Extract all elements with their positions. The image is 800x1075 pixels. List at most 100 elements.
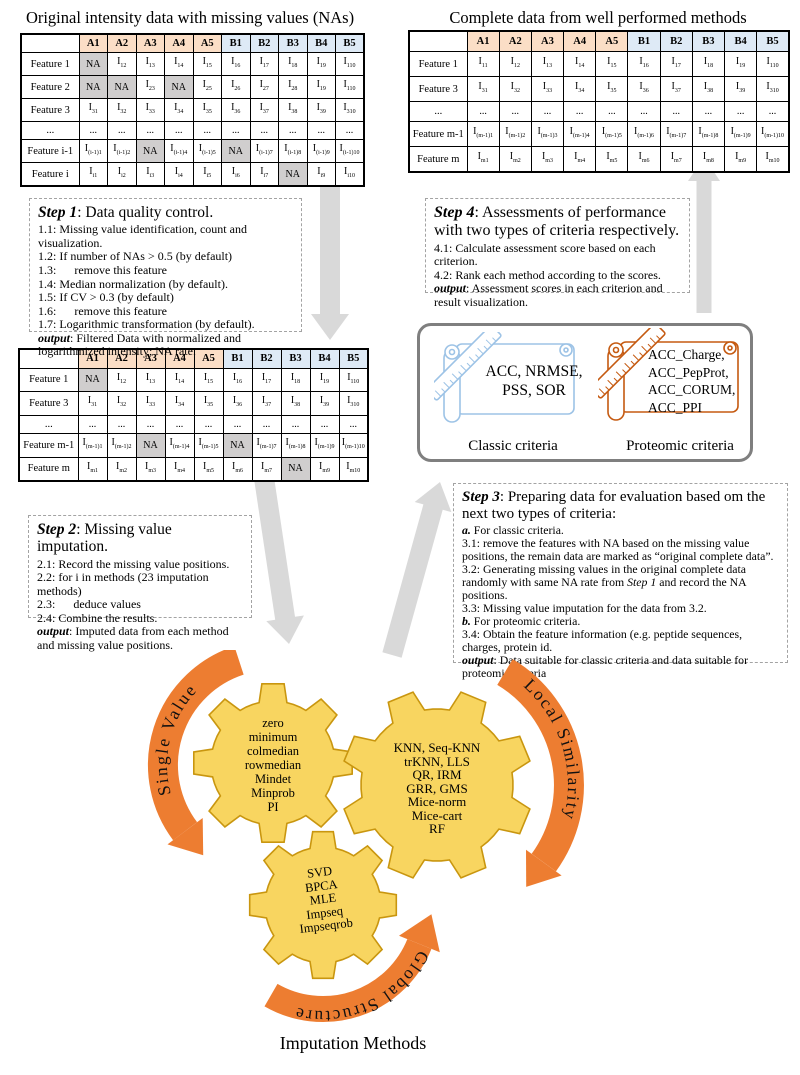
column-header: A4: [164, 348, 195, 369]
table-row: Feature 3 I31 I32 I33 I34 I35 I36 I37 I38 I39 I310: [18, 391, 369, 416]
table-cell: NA: [164, 75, 194, 99]
table-cell: Im3: [530, 146, 565, 173]
scroll-roll-curl-inner: [612, 346, 620, 354]
table-row: Feature i Ii1 Ii2 Ii3 Ii4 Ii5 Ii6 Ii7 NA Ii9 Ii10: [20, 162, 365, 187]
column-header: B5: [756, 30, 790, 52]
corner-cell: [18, 348, 79, 369]
table-cell: ...: [221, 121, 251, 140]
proteomic-criteria-scroll: [598, 328, 739, 421]
table-row: Feature m Im1 Im2 Im3 Im4 Im5 Im6 Im7 Im8 Im9 Im10: [408, 146, 790, 173]
step-line: 2.4: Combine the results.: [37, 610, 158, 625]
table-row: Feature 1 I11 I12 I13 I14 I15 I16 I17 I18 I19 I110: [408, 51, 790, 77]
row-label: Feature i-1: [20, 139, 80, 163]
table-cell: I36: [627, 76, 661, 102]
column-header: A3: [135, 33, 165, 53]
table-cell: I33: [530, 76, 565, 102]
gear-method: Mice-cart: [411, 807, 463, 823]
table-cell: Im5: [193, 456, 224, 482]
table-cell: Ii2: [107, 162, 137, 187]
table-cell: Im7: [659, 146, 693, 173]
table-cell: I(m-1)5: [193, 433, 224, 458]
original-data-table: A1 A2 A3 A4 A5 B1 B2 B3 B4 B5 Feature 1 NA I12 I13 I14…: [20, 33, 365, 187]
table-cell: Im9: [309, 456, 340, 482]
classic-criteria-scroll: [434, 332, 575, 423]
table-cell: ...: [251, 414, 282, 434]
step-line: 1.2: If number of NAs > 0.5 (by default): [38, 249, 233, 264]
table-row: Feature m Im1 Im2 Im3 Im4 Im5 Im6 Im7 NA Im9 Im10: [18, 456, 369, 482]
table-cell: I15: [595, 51, 629, 77]
right-table-title: Complete data from well performed method…: [449, 8, 747, 27]
gear-method: QR, IRM: [412, 767, 462, 782]
step-heading: Step 4: Assessments of performance with …: [434, 204, 680, 239]
step-line: b. For proteomic criteria.: [462, 613, 581, 628]
step3-box: Step 3: Preparing data for evaluation ba…: [453, 483, 788, 679]
step-heading: Step 2: Missing value imputation.: [37, 521, 172, 556]
table-cell: I(m-1)2: [498, 121, 532, 147]
table-row: Feature 1 NA I12 I13 I14 I15 I16 I17 I18 I19 I110: [18, 367, 369, 392]
table-cell: ...: [723, 101, 758, 122]
table-cell: ...: [164, 121, 194, 140]
table-cell: I17: [659, 51, 693, 77]
table-cell: ...: [249, 121, 279, 140]
table-cell: I33: [135, 391, 166, 416]
table-cell: Im8: [691, 146, 726, 173]
table-cell: I11: [466, 51, 500, 77]
table-cell: I17: [251, 367, 282, 392]
column-header: B2: [249, 33, 279, 53]
column-header: B1: [221, 33, 251, 53]
table-cell: I38: [280, 391, 311, 416]
table-cell: I(m-1)3: [530, 121, 565, 147]
table-cell: ...: [659, 101, 693, 122]
table-cell: I12: [498, 51, 532, 77]
column-header: B1: [627, 30, 661, 52]
step-line: 2.2: for i in methods (23 imputation met…: [37, 570, 212, 598]
corner-cell: [408, 30, 468, 52]
single-value-arrow: [147, 650, 245, 841]
column-header: B3: [280, 348, 311, 369]
table-cell: I39: [309, 391, 340, 416]
table-cell: I35: [192, 98, 222, 122]
table-cell: I36: [222, 391, 253, 416]
table-cell: I38: [691, 76, 726, 102]
step2-box: Step 2: Missing value imputation. 2.1: Re…: [28, 515, 252, 652]
table-cell: I(i-1)7: [249, 139, 279, 163]
table-cell: Im1: [466, 146, 500, 173]
table-cell: I18: [280, 367, 311, 392]
row-label: Feature 1: [18, 367, 79, 392]
scroll-corner-curl-inner: [563, 347, 569, 353]
table-cell: Im2: [106, 456, 137, 482]
column-header: B1: [222, 348, 253, 369]
table-cell: I34: [164, 98, 194, 122]
criteria-box: ACC, NRMSE, PSS, SOR ACC_Charge, ACC_Pep…: [417, 323, 753, 462]
step4-box: Step 4: Assessments of performance with …: [425, 198, 690, 309]
table-cell: I(i-1)10: [335, 139, 365, 163]
column-header: A3: [135, 348, 166, 369]
table-cell: ...: [627, 101, 661, 122]
table-cell: Ii10: [335, 162, 365, 187]
table-cell: I34: [164, 391, 195, 416]
table-cell: I(m-1)4: [164, 433, 195, 458]
step-line: 3.4: Obtain the feature information (e.g…: [462, 626, 746, 654]
gear-method: Mindet: [254, 772, 292, 786]
table-cell: I(m-1)5: [595, 121, 629, 147]
table-cell: Im10: [338, 456, 369, 482]
table-cell: ...: [563, 101, 597, 122]
global-structure-arrow: [264, 938, 432, 1022]
table-cell: ...: [691, 101, 726, 122]
local-similarity-arrowhead: [526, 849, 562, 887]
table-cell: ...: [335, 121, 365, 140]
table-cell: Ii5: [192, 162, 222, 187]
table-cell: ...: [135, 414, 166, 434]
column-header: A5: [192, 33, 222, 53]
global-structure-arrowhead: [399, 914, 440, 953]
table-cell: I32: [107, 98, 137, 122]
imputation-gears-figure: Single Value Local Similarity Global Str…: [147, 650, 584, 1027]
table-row: Feature 1 NA I12 I13 I14 I15 I16 I17 I18 I19 I110: [20, 52, 365, 76]
column-header: A2: [498, 30, 532, 52]
left-table-title: Original intensity data with missing val…: [25, 8, 355, 27]
corner-cell: [20, 33, 80, 53]
table-cell: I13: [135, 52, 165, 76]
table-cell: I32: [498, 76, 532, 102]
